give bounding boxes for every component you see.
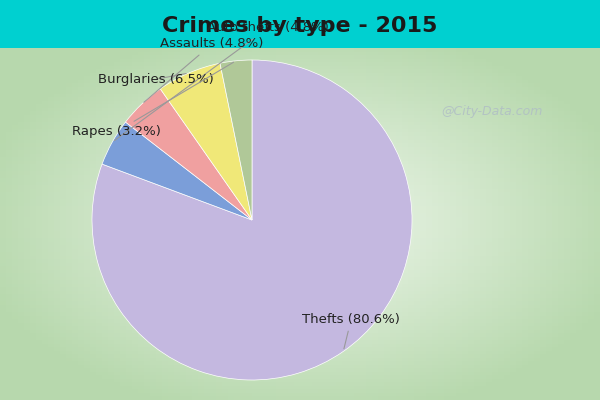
Text: Crimes by type - 2015: Crimes by type - 2015 — [163, 16, 437, 36]
Text: Auto thefts (4.8%): Auto thefts (4.8%) — [115, 22, 329, 140]
Text: Assaults (4.8%): Assaults (4.8%) — [144, 38, 263, 102]
Text: Burglaries (6.5%): Burglaries (6.5%) — [98, 73, 214, 86]
Text: Rapes (3.2%): Rapes (3.2%) — [71, 62, 233, 138]
Wedge shape — [160, 63, 252, 220]
Wedge shape — [92, 60, 412, 380]
Wedge shape — [125, 89, 252, 220]
Wedge shape — [220, 60, 252, 220]
Text: @City-Data.com: @City-Data.com — [442, 105, 542, 118]
Wedge shape — [102, 122, 252, 220]
Text: Thefts (80.6%): Thefts (80.6%) — [302, 313, 400, 349]
